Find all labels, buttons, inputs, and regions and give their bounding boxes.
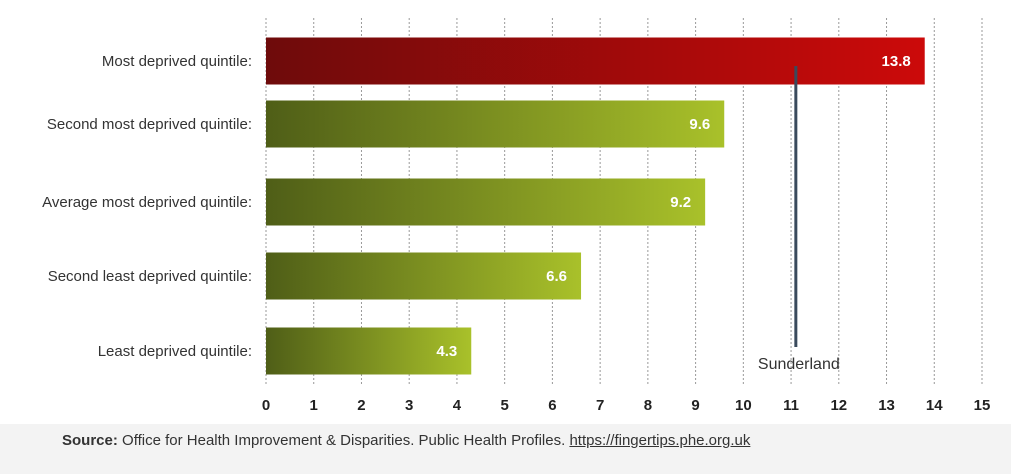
- x-tick-label: 1: [310, 397, 318, 414]
- source-text: Office for Health Improvement & Disparit…: [122, 432, 566, 449]
- category-label: Least deprived quintile:: [98, 343, 252, 360]
- x-tick-label: 7: [596, 397, 604, 414]
- x-tick-label: 14: [926, 397, 943, 414]
- value-label: 9.2: [670, 194, 691, 211]
- x-tick-label: 10: [735, 397, 752, 414]
- x-tick-label: 11: [783, 397, 799, 414]
- bar[interactable]: [266, 100, 725, 148]
- bar[interactable]: [266, 37, 925, 85]
- value-label: 6.6: [546, 268, 567, 285]
- x-tick-label: 2: [357, 397, 365, 414]
- x-tick-label: 0: [262, 397, 270, 414]
- category-label: Second least deprived quintile:: [48, 268, 252, 285]
- x-tick-label: 12: [830, 397, 847, 414]
- x-tick-label: 8: [644, 397, 652, 414]
- chart-area: 0 1 2 3 4 5 6 7 8 9 10 11 12 13 14 15 Most deprived quin…: [0, 0, 1011, 424]
- x-tick-label: 3: [405, 397, 413, 414]
- bar[interactable]: [266, 178, 706, 226]
- x-tick-label: 5: [500, 397, 508, 414]
- source-link[interactable]: https://fingertips.phe.org.uk: [569, 432, 751, 449]
- x-tick-label: 15: [974, 397, 991, 414]
- bar[interactable]: [266, 327, 472, 375]
- category-label: Second most deprived quintile:: [47, 116, 252, 133]
- category-label: Most deprived quintile:: [102, 53, 252, 70]
- source-prefix: Source:: [62, 432, 118, 449]
- category-label: Average most deprived quintile:: [42, 194, 252, 211]
- value-label: 9.6: [689, 116, 710, 133]
- value-label: 13.8: [882, 53, 911, 70]
- x-tick-label: 6: [548, 397, 556, 414]
- x-tick-label: 13: [878, 397, 895, 414]
- x-tick-label: 4: [453, 397, 462, 414]
- bar[interactable]: [266, 252, 582, 300]
- reference-label: Sunderland: [758, 356, 840, 373]
- value-label: 4.3: [436, 343, 457, 360]
- x-tick-label: 9: [691, 397, 699, 414]
- source-note: Source: Office for Health Improvement & …: [62, 432, 750, 449]
